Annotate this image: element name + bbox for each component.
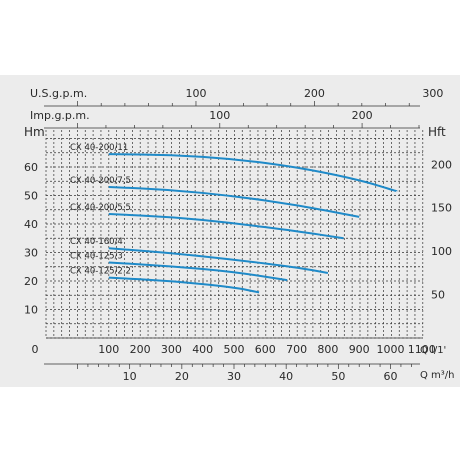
usgpm-tick-label: 300 (422, 87, 443, 100)
q-lmin-tick-label: 400 (192, 343, 213, 356)
impgpm-tick-label: 200 (352, 109, 373, 122)
hft-tick-label: 100 (431, 245, 452, 258)
hm-axis-label: Hm (24, 125, 45, 139)
impgpm-tick-label: 100 (209, 109, 230, 122)
q-m3h-tick-label: 50 (331, 370, 345, 383)
curve-cx-40-125-2-2 (108, 276, 260, 294)
hm-tick-label: 10 (24, 304, 38, 317)
usgpm-tick-label: 200 (304, 87, 325, 100)
curve-label: CX 40-200/7,5 (70, 176, 131, 186)
usgpm-axis-label: U.S.g.p.m. (30, 87, 87, 100)
tick-labels: 100 200 300 100 200 10 20 30 40 50 60 50 100 150 200 0 1… (24, 87, 452, 383)
q-lmin-tick-label: 900 (349, 343, 370, 356)
curve-cx-40-160-4 (108, 247, 329, 275)
q-m3h-tick-label: 40 (279, 370, 293, 383)
curve-cx-40-200-11 (108, 153, 398, 193)
q-lmin-tick-label: 200 (130, 343, 151, 356)
q-lmin-tick-label: 800 (317, 343, 338, 356)
curve-label: CX 40-160/4 (70, 237, 123, 247)
curve-label: CX 40-200/5.5 (70, 203, 131, 213)
hft-tick-label: 150 (431, 202, 452, 215)
q-m3h-tick-label: 60 (384, 370, 398, 383)
q-lmin-tick-label: 1000 (377, 343, 405, 356)
top-axes: U.S.g.p.m. Imp.g.p.m. (30, 87, 90, 122)
curve-label: CX 40-125/3 (70, 251, 123, 261)
q-lmin-tick-label: 100 (98, 343, 119, 356)
hft-axis-label: Hft (428, 125, 446, 139)
hm-tick-label: 30 (24, 247, 38, 260)
hm-tick-label: 40 (24, 218, 38, 231)
q-m3h-tick-label: 10 (123, 370, 137, 383)
q-lmin-tick-label: 0 (32, 343, 39, 356)
hft-tick-label: 200 (431, 158, 452, 171)
q-m3h-tick-label: 20 (175, 370, 189, 383)
q-m3h-tick-label: 30 (227, 370, 241, 383)
q-lmin-axis-label: Q l/1' (420, 345, 446, 356)
impgpm-axis-label: Imp.g.p.m. (30, 109, 90, 122)
hm-tick-label: 50 (24, 190, 38, 203)
q-lmin-tick-label: 300 (161, 343, 182, 356)
q-m3h-axis-label: Q m³/h (420, 370, 455, 381)
curve-label: CX 40-200/11 (70, 143, 128, 153)
usgpm-tick-label: 100 (185, 87, 206, 100)
curve-label: CX 40-125/2.2 (70, 267, 131, 277)
q-lmin-tick-label: 700 (286, 343, 307, 356)
hm-tick-label: 60 (24, 161, 38, 174)
q-lmin-tick-label: 1100 (408, 343, 436, 356)
curve-cx-40-200-5-5 (108, 213, 344, 240)
curve-labels: CX 40-200/11 CX 40-200/7,5 CX 40-200/5.5 CX… (70, 143, 131, 276)
curve-cx-40-200-7-5 (108, 185, 360, 218)
hm-tick-label: 20 (24, 275, 38, 288)
pump-curves (108, 153, 398, 294)
curve-cx-40-125-3 (108, 261, 288, 282)
grid-lines (45, 130, 424, 339)
q-lmin-tick-label: 600 (255, 343, 276, 356)
q-lmin-tick-label: 500 (224, 343, 245, 356)
hft-tick-label: 50 (431, 289, 445, 302)
